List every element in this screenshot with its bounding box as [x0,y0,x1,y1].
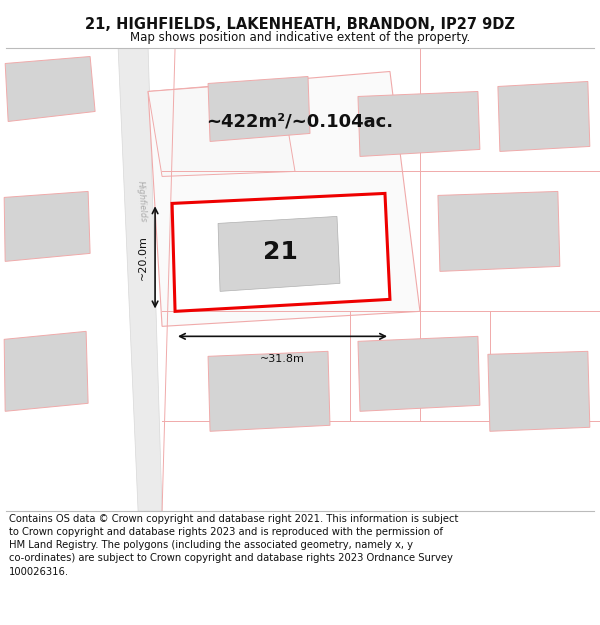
Text: 21: 21 [263,240,298,264]
Polygon shape [208,351,330,431]
Polygon shape [358,91,480,156]
Polygon shape [118,48,162,511]
Text: Contains OS data © Crown copyright and database right 2021. This information is : Contains OS data © Crown copyright and d… [9,514,458,576]
Polygon shape [358,336,480,411]
Polygon shape [438,191,560,271]
Polygon shape [148,81,295,176]
Polygon shape [218,216,340,291]
Text: Highfields: Highfields [136,180,148,222]
Polygon shape [172,193,390,311]
Polygon shape [4,191,90,261]
Text: ~20.0m: ~20.0m [138,235,148,280]
Text: 21, HIGHFIELDS, LAKENHEATH, BRANDON, IP27 9DZ: 21, HIGHFIELDS, LAKENHEATH, BRANDON, IP2… [85,16,515,31]
Polygon shape [488,351,590,431]
Text: Map shows position and indicative extent of the property.: Map shows position and indicative extent… [130,31,470,44]
Text: ~31.8m: ~31.8m [260,354,305,364]
Text: ~422m²/~0.104ac.: ~422m²/~0.104ac. [206,112,394,131]
Polygon shape [4,331,88,411]
Polygon shape [148,71,420,326]
Polygon shape [498,81,590,151]
Polygon shape [5,56,95,121]
Polygon shape [208,76,310,141]
